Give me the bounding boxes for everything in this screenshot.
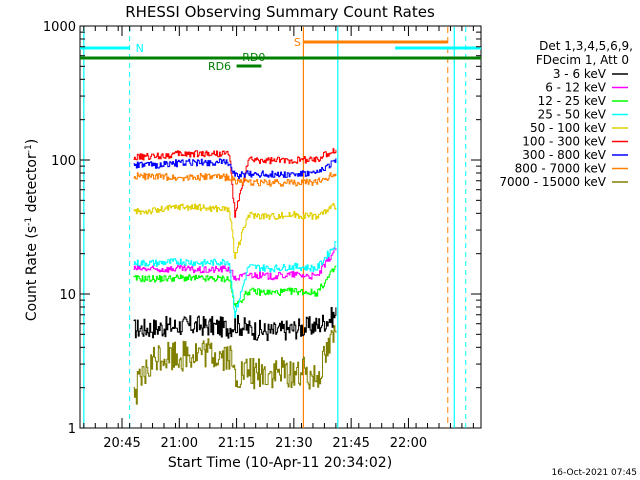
legend-entry-label: 7000 - 15000 keV	[499, 175, 606, 189]
series-line	[133, 307, 337, 341]
state-markers: N S RD0 RD6	[80, 27, 481, 428]
state-annotation: RD6	[208, 60, 231, 73]
axes: 20:45 21:00 21:15 21:30 21:45 22:00 1 10 100 1000	[43, 20, 481, 451]
legend-header-2: FDecim 1, Att 0	[536, 53, 629, 67]
y-axis-label: Count Rate (s-1 detector-1)	[24, 139, 40, 321]
series-line	[133, 172, 337, 187]
state-annotation: S	[294, 36, 301, 49]
legend-entry-label: 3 - 6 keV	[553, 67, 607, 81]
series-line	[133, 325, 337, 405]
y-tick-label: 1000	[43, 20, 76, 35]
series-line	[133, 241, 337, 318]
x-axis-label: Start Time (10-Apr-11 20:34:02)	[168, 455, 392, 471]
x-tick-label: 21:00	[161, 436, 198, 451]
legend-entry-label: 300 - 800 keV	[522, 148, 606, 162]
legend: Det 1,3,4,5,6,9, FDecim 1, Att 0 3 - 6 k…	[499, 39, 633, 189]
legend-entry-label: 6 - 12 keV	[545, 81, 607, 95]
legend-entry-label: 25 - 50 keV	[538, 108, 607, 122]
state-annotation: RD0	[242, 51, 265, 64]
y-tick-label: 100	[51, 154, 76, 169]
x-tick-label: 21:15	[218, 436, 255, 451]
series-line	[133, 202, 337, 259]
series-line	[133, 265, 337, 308]
plot-frame	[79, 25, 482, 429]
series-group	[133, 148, 337, 405]
footer-date: 16-Oct-2021 07:45	[552, 468, 637, 478]
x-tick-label: 20:45	[103, 436, 140, 451]
x-tick-label: 22:00	[390, 436, 427, 451]
chart-title: RHESSI Observing Summary Count Rates	[125, 3, 435, 21]
legend-entry-label: 800 - 7000 keV	[515, 162, 607, 176]
state-annotation: N	[136, 42, 144, 55]
plot-area	[79, 25, 482, 429]
legend-entry-label: 100 - 300 keV	[522, 135, 606, 149]
legend-entry-label: 12 - 25 keV	[538, 94, 607, 108]
series-line	[133, 158, 337, 180]
series-line	[133, 247, 337, 281]
legend-header-1: Det 1,3,4,5,6,9,	[539, 39, 633, 53]
y-tick-label: 10	[59, 288, 76, 303]
x-tick-label: 21:45	[332, 436, 369, 451]
series-line	[133, 148, 337, 218]
y-tick-label: 1	[68, 422, 76, 437]
legend-entry-label: 50 - 100 keV	[530, 121, 607, 135]
x-tick-label: 21:30	[275, 436, 312, 451]
